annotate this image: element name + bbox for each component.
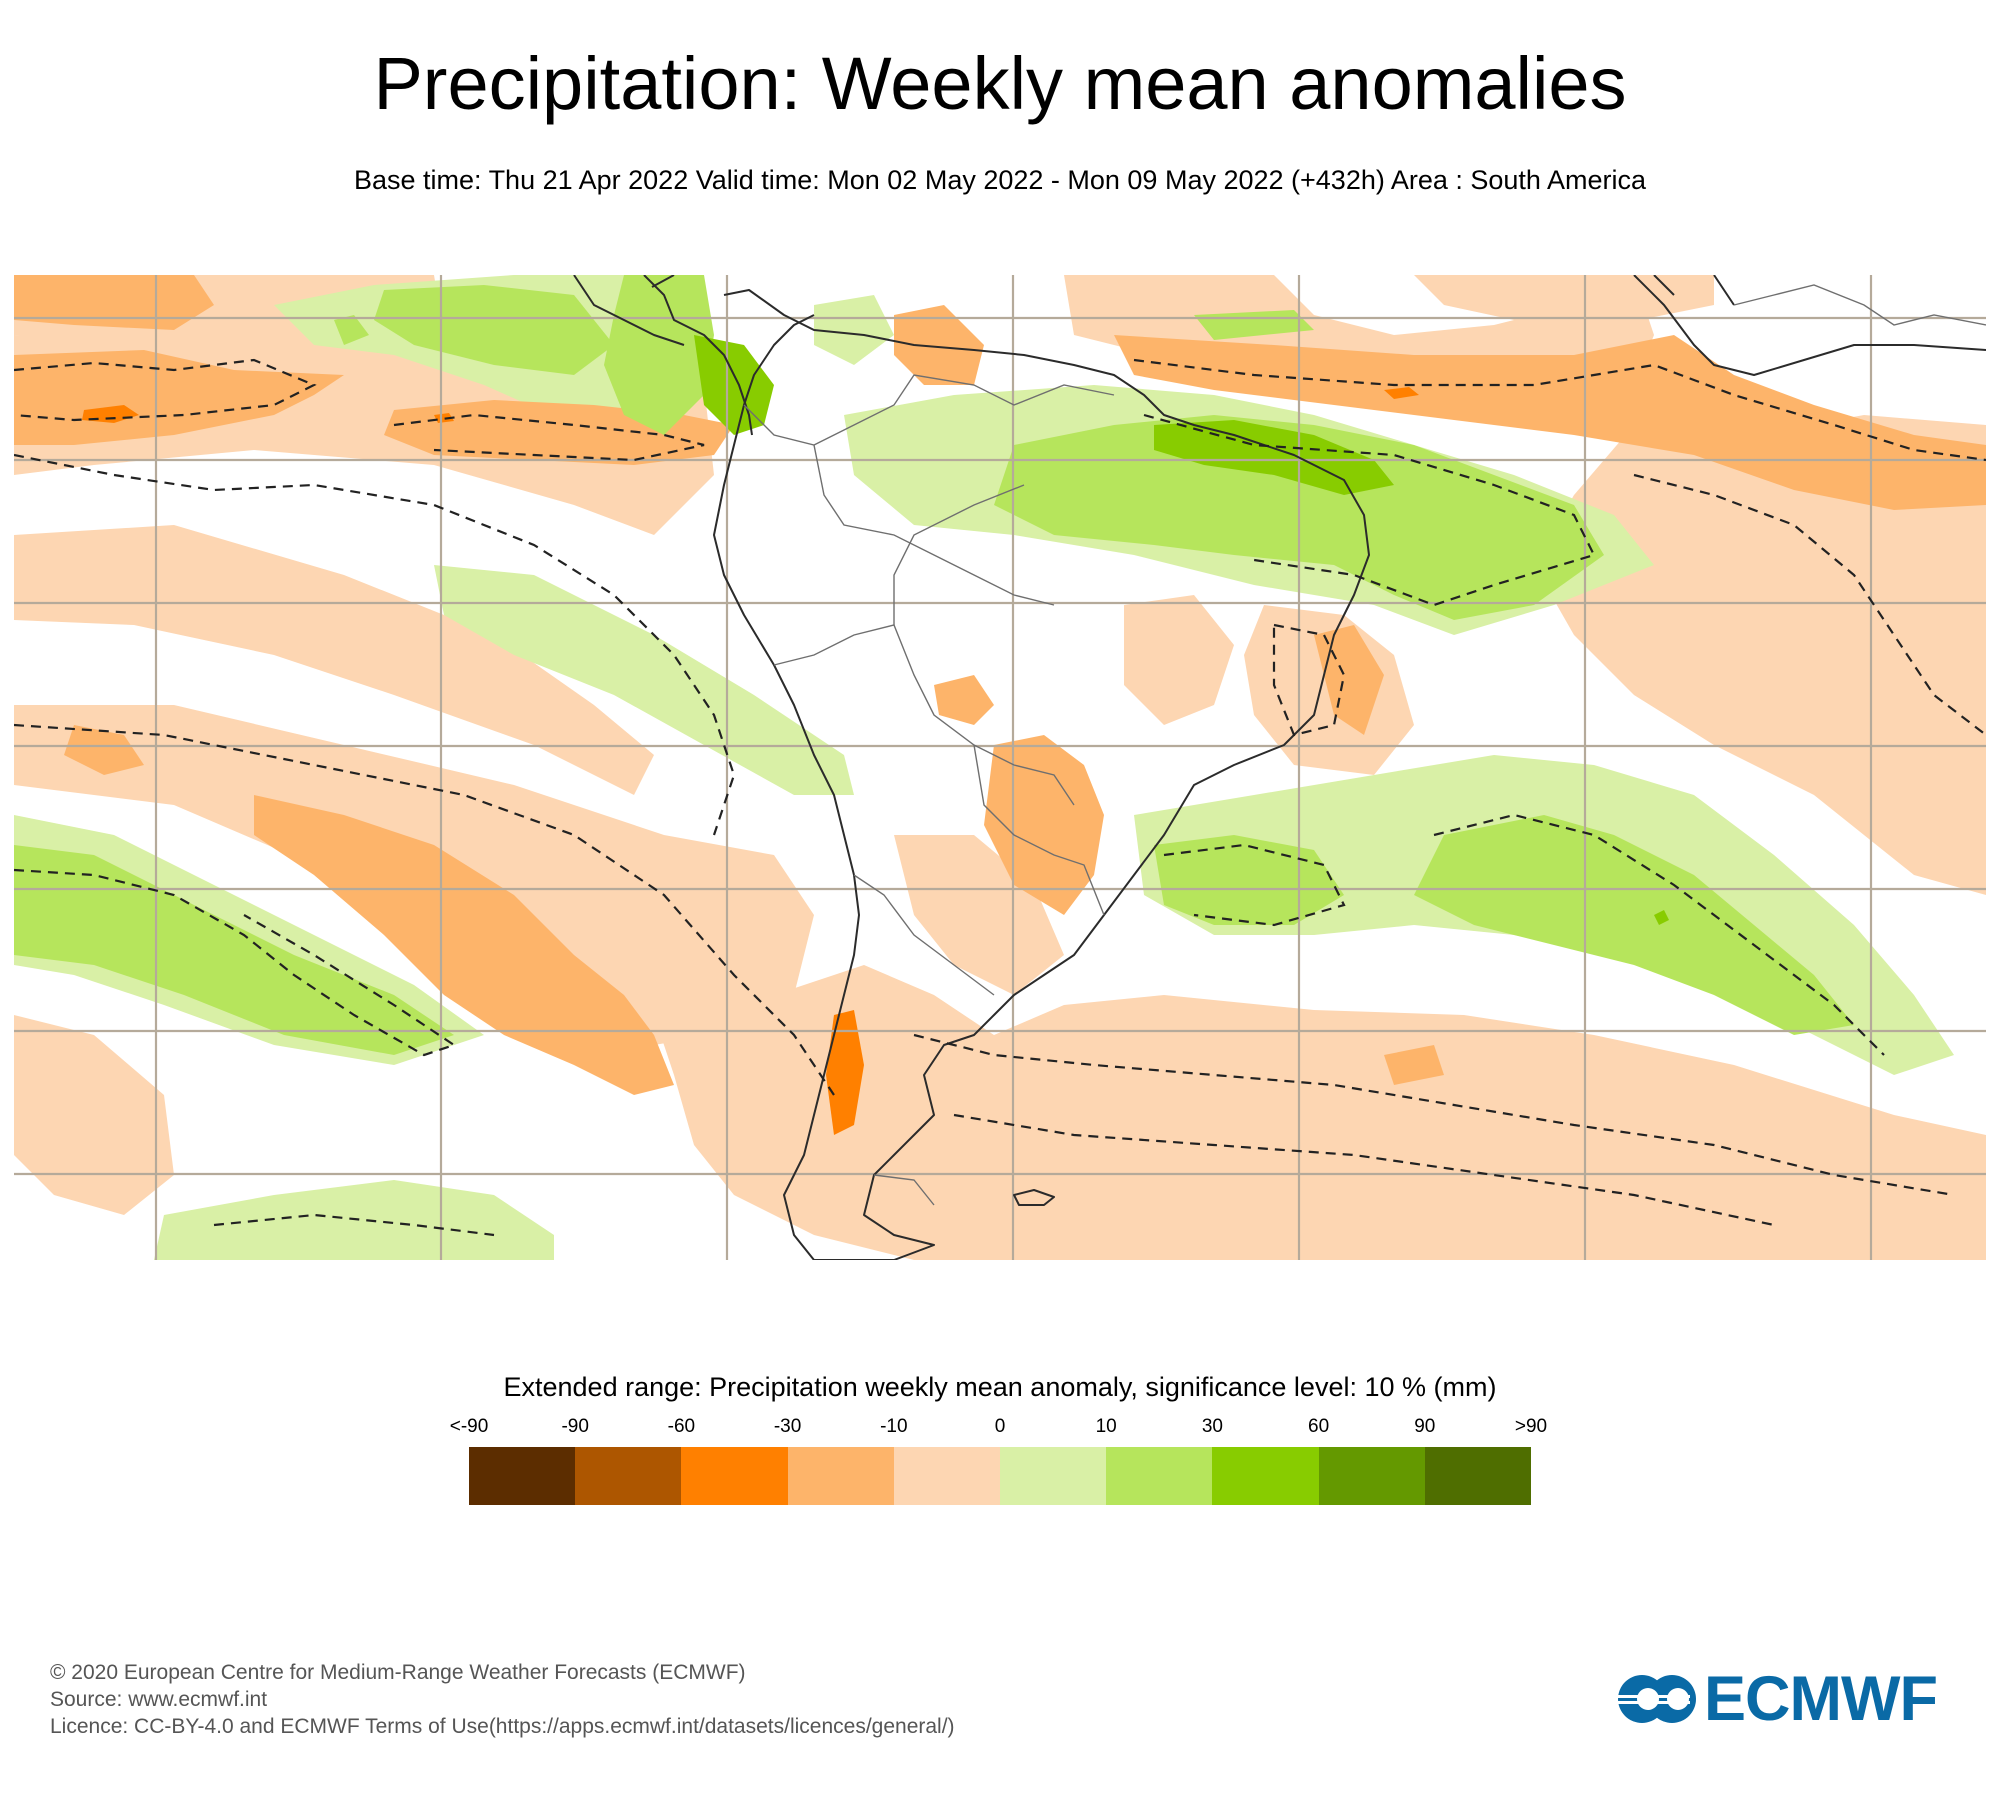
legend-title: Extended range: Precipitation weekly mea… bbox=[503, 1372, 1497, 1402]
falklands bbox=[1013, 1189, 1055, 1206]
anomaly-area bbox=[1314, 625, 1384, 735]
anomaly-area bbox=[1154, 835, 1344, 925]
anomaly-area bbox=[826, 1010, 864, 1135]
page-subtitle: Base time: Thu 21 Apr 2022 Valid time: M… bbox=[354, 165, 1646, 195]
colorbar-tick-label: <-90 bbox=[449, 1416, 489, 1437]
anomaly-layer-strong-wet bbox=[694, 335, 1669, 925]
significance-contour bbox=[1633, 473, 1986, 736]
central-america-coastline bbox=[643, 275, 753, 436]
country-border bbox=[973, 744, 1105, 916]
anomaly-area bbox=[934, 675, 994, 725]
anomaly-area bbox=[1534, 415, 1986, 895]
colorbar-segment bbox=[1000, 1447, 1107, 1505]
anomaly-area bbox=[64, 725, 144, 775]
anomaly-map bbox=[14, 275, 1986, 1260]
anomaly-area bbox=[1114, 335, 1986, 510]
anomaly-area bbox=[694, 335, 774, 435]
ecmwf-globe-icon bbox=[1618, 1675, 1696, 1723]
colorbar-tick-label: 10 bbox=[1095, 1416, 1117, 1437]
anomaly-area bbox=[1124, 595, 1234, 725]
anomaly-area bbox=[894, 305, 984, 385]
significance-contour bbox=[953, 1113, 1775, 1227]
significance-contour bbox=[1433, 813, 1885, 1056]
colorbar-tick-label: -30 bbox=[773, 1416, 802, 1437]
anomaly-area bbox=[814, 295, 894, 365]
colorbar-segment bbox=[1106, 1447, 1213, 1505]
significance-contour bbox=[14, 453, 736, 836]
licence-text: Licence: CC-BY-4.0 and ECMWF Terms of Us… bbox=[50, 1715, 955, 1738]
anomaly-area bbox=[14, 525, 654, 795]
significance-contour bbox=[1163, 843, 1346, 927]
significance-contour bbox=[213, 1213, 495, 1237]
significance-contour bbox=[1143, 413, 1596, 607]
anomaly-area bbox=[14, 1015, 174, 1215]
page-title: Precipitation: Weekly mean anomalies bbox=[373, 42, 1627, 125]
anomaly-area bbox=[1384, 1045, 1444, 1085]
significance-contour bbox=[14, 358, 317, 422]
ecmwf-logo: ECMWF bbox=[1618, 1664, 1953, 1734]
colorbar-tick-label: 0 bbox=[994, 1416, 1006, 1437]
colorbar-tick-label: -90 bbox=[561, 1416, 589, 1437]
copyright-text: © 2020 European Centre for Medium-Range … bbox=[50, 1661, 746, 1684]
colorbar bbox=[469, 1447, 1532, 1505]
source-text: Source: www.ecmwf.int bbox=[50, 1688, 268, 1711]
colorbar-segment bbox=[893, 1447, 1001, 1505]
country-borders bbox=[743, 284, 1986, 1206]
colorbar-segment bbox=[469, 1447, 576, 1505]
colorbar-tick-label: -60 bbox=[667, 1416, 696, 1437]
anomaly-area bbox=[434, 413, 454, 423]
anomaly-area bbox=[334, 315, 369, 345]
country-border bbox=[853, 874, 995, 996]
south-america-coastline bbox=[651, 275, 1370, 1260]
colorbar-segment bbox=[1212, 1447, 1319, 1505]
anomaly-layer-medium-dry bbox=[14, 275, 1986, 1095]
colorbar-tick-label: 60 bbox=[1308, 1416, 1330, 1437]
anomaly-area bbox=[14, 275, 214, 330]
central-america-coastline-west bbox=[573, 275, 685, 346]
anomaly-area bbox=[1654, 910, 1669, 925]
map-canvas bbox=[14, 275, 1986, 1260]
significance-contour bbox=[913, 1033, 1955, 1197]
colorbar-ticks: <-90 -90 -60 -30 -10 0 10 30 60 90 >90 bbox=[0, 1415, 2000, 1439]
colorbar-segment bbox=[1424, 1447, 1532, 1505]
anomaly-area bbox=[254, 795, 674, 1095]
ecmwf-logo-text: ECMWF bbox=[1704, 1664, 1938, 1734]
significance-contour bbox=[14, 868, 457, 1057]
footer: © 2020 European Centre for Medium-Range … bbox=[50, 1659, 955, 1740]
anomaly-area bbox=[374, 285, 614, 375]
anomaly-area bbox=[654, 965, 1986, 1260]
significance-contours bbox=[14, 358, 1986, 1237]
country-border bbox=[773, 624, 1075, 806]
colorbar-segment bbox=[1318, 1447, 1425, 1505]
africa-coastline-north bbox=[1653, 275, 1735, 306]
colorbar-segment bbox=[787, 1447, 894, 1505]
significance-contour bbox=[1272, 623, 1346, 737]
country-border bbox=[813, 444, 1055, 606]
colorbar-segment bbox=[575, 1447, 682, 1505]
country-border bbox=[1733, 284, 1986, 326]
anomaly-area bbox=[434, 565, 854, 795]
country-border bbox=[743, 374, 1115, 446]
country-border bbox=[893, 484, 1025, 625]
anomaly-area bbox=[1414, 815, 1854, 1035]
anomaly-area bbox=[604, 275, 714, 435]
map-grid bbox=[14, 275, 1986, 1260]
coastlines bbox=[573, 275, 1986, 1260]
anomaly-area bbox=[1384, 387, 1419, 399]
anomaly-area bbox=[1414, 275, 1714, 325]
significance-contour bbox=[393, 413, 705, 462]
colorbar-tick-label: 90 bbox=[1414, 1416, 1436, 1437]
colorbar-segment bbox=[681, 1447, 788, 1505]
colorbar-tick-label: >90 bbox=[1514, 1416, 1548, 1437]
africa-coastline bbox=[1633, 275, 1986, 376]
anomaly-area bbox=[1154, 420, 1394, 495]
colorbar-tick-label: -10 bbox=[880, 1416, 908, 1437]
colorbar-tick-label: 30 bbox=[1201, 1416, 1223, 1437]
country-border bbox=[873, 1174, 935, 1206]
significance-contour bbox=[1133, 358, 1986, 462]
anomaly-area bbox=[14, 845, 454, 1055]
